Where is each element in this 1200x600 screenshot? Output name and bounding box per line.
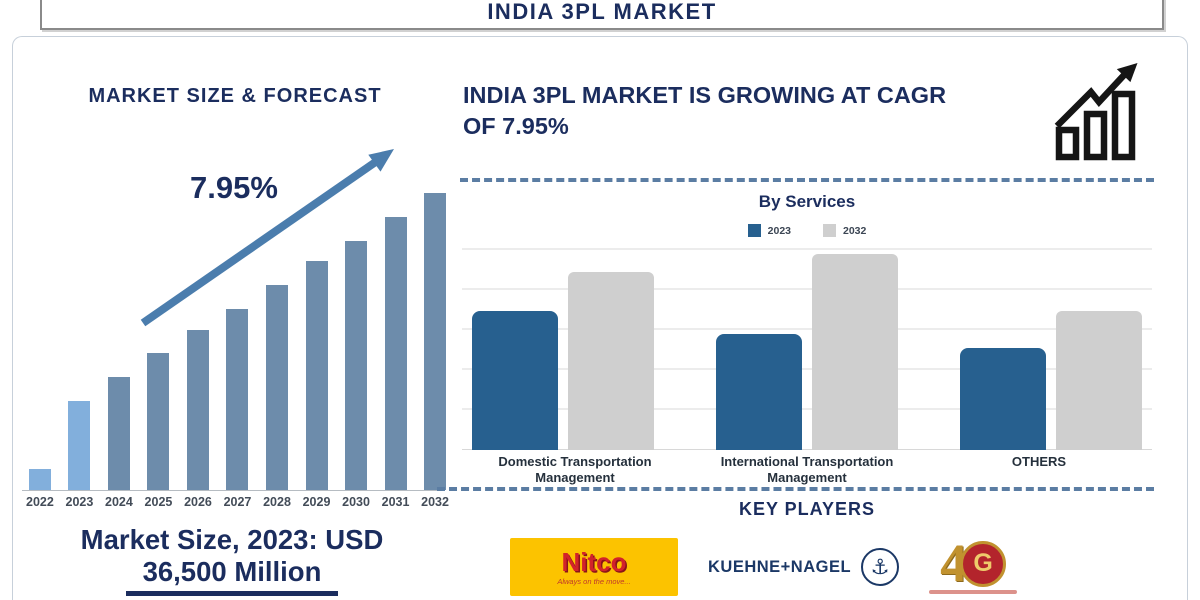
forecast-chart-title: MARKET SIZE & FORECAST xyxy=(88,85,382,107)
gridline xyxy=(462,368,1152,370)
forecast-bars: 2022 2023 2024 2025 2026 2027 2028 2029 2030 2031… xyxy=(26,150,449,510)
legend-item-2023: 2023 xyxy=(747,224,791,237)
cagr-headline-line2: OF 7.95% xyxy=(463,113,569,140)
forecast-chart: 2022 2023 2024 2025 2026 2027 2028 2029 2030 2031… xyxy=(22,150,455,510)
nitco-logo-tagline: Always on the move... xyxy=(557,576,631,586)
nitco-logo-name: Nitco xyxy=(561,546,627,577)
forecast-year-label: 2027 xyxy=(223,495,252,509)
anchor-icon: ⚓ xyxy=(861,548,900,586)
forecast-bar-2031 xyxy=(384,217,407,490)
cagr-headline: INDIA 3PL MARKET IS GROWING AT CAGR OF 7… xyxy=(463,80,1063,142)
services-baseline xyxy=(462,448,1152,450)
forecast-bar-column: 2022 xyxy=(26,150,54,510)
forecast-bar-2024 xyxy=(107,377,130,490)
gridline xyxy=(462,408,1152,410)
forecast-bar-2032 xyxy=(424,193,447,490)
services-bar-2023 xyxy=(960,348,1046,450)
kuehne-nagel-logo: KUEHNE+NAGEL ⚓ xyxy=(708,548,900,586)
services-bar-2032 xyxy=(1056,311,1142,450)
forecast-bar-2030 xyxy=(345,241,368,490)
market-size-underline xyxy=(126,591,338,597)
market-size-callout: Market Size, 2023: USD 36,500 Million xyxy=(8,524,456,597)
forecast-year-label: 2025 xyxy=(144,495,173,509)
forecast-bar-2029 xyxy=(305,261,328,490)
gati-40-row: 4 G xyxy=(940,536,1007,589)
page-title-banner: INDIA 3PL MARKET xyxy=(40,0,1164,30)
market-size-line1: Market Size, 2023: USD xyxy=(80,524,384,555)
services-category-label: Domestic Transportation Management xyxy=(498,454,652,486)
forecast-bar-column: 2029 xyxy=(302,150,331,510)
gati-g-letter: G xyxy=(973,549,993,577)
cagr-headline-line1: INDIA 3PL MARKET IS GROWING AT CAGR xyxy=(463,82,947,108)
legend-label: 2032 xyxy=(843,224,867,237)
forecast-bar-column: 2030 xyxy=(342,150,370,510)
services-bar-2032 xyxy=(812,254,898,450)
forecast-year-label: 2029 xyxy=(302,495,331,509)
forecast-bar-column: 2028 xyxy=(263,150,291,510)
page-title: INDIA 3PL MARKET xyxy=(487,0,717,24)
forecast-bar-2022 xyxy=(28,469,51,490)
forecast-bar-2025 xyxy=(147,353,170,490)
trend-arrow-icon xyxy=(140,149,394,327)
forecast-bar-column: 2025 xyxy=(144,150,173,510)
services-category-label: OTHERS xyxy=(1011,454,1067,469)
gridline xyxy=(462,248,1152,250)
key-players-logos: Nitco Always on the move... KUEHNE+NAGEL… xyxy=(510,536,1018,596)
services-categories: Domestic Transportation Management Intern… xyxy=(462,454,1152,487)
gridline xyxy=(462,288,1152,290)
services-bar-group xyxy=(472,272,654,450)
forecast-bar-column: 2023 xyxy=(65,150,94,510)
growth-chart-icon xyxy=(1054,63,1138,161)
legend-swatch xyxy=(747,224,761,237)
forecast-bar-column: 2031 xyxy=(381,150,410,510)
kuehne-nagel-logo-name: KUEHNE+NAGEL xyxy=(708,557,852,576)
cagr-annotation: 7.95% xyxy=(190,170,278,205)
services-chart-title: By Services xyxy=(758,192,856,211)
forecast-year-label: 2023 xyxy=(65,495,94,509)
gridline xyxy=(462,328,1152,330)
nitco-logo: Nitco Always on the move... xyxy=(510,538,678,596)
legend-item-2032: 2032 xyxy=(823,224,866,237)
forecast-bar-column: 2024 xyxy=(105,150,133,510)
forecast-bar-2027 xyxy=(226,309,249,490)
forecast-year-label: 2028 xyxy=(263,495,291,509)
forecast-bar-column: 2026 xyxy=(184,150,212,510)
dashed-divider-top xyxy=(460,178,1154,182)
legend-swatch xyxy=(823,224,836,237)
forecast-x-axis xyxy=(22,489,437,491)
services-bar-2032 xyxy=(568,272,654,450)
legend-label: 2023 xyxy=(767,224,791,237)
forecast-bar-column: 2032 xyxy=(421,150,449,510)
gati-tagline-strip xyxy=(929,589,1018,594)
services-bar-2023 xyxy=(472,311,558,450)
forecast-year-label: 2031 xyxy=(381,495,410,509)
forecast-year-label: 2024 xyxy=(105,495,133,509)
services-legend: 2023 2032 xyxy=(460,224,1154,237)
forecast-bar-2023 xyxy=(68,401,91,490)
gati-40-logo: 4 G xyxy=(929,536,1018,594)
forecast-year-label: 2022 xyxy=(26,495,54,509)
gati-g-emblem-icon: G xyxy=(960,540,1007,587)
anchor-glyph: ⚓ xyxy=(870,554,890,579)
dashed-divider-bottom xyxy=(437,487,1154,491)
forecast-bar-2028 xyxy=(266,285,288,490)
forecast-bar-2026 xyxy=(186,330,209,490)
services-category-label: International Transportation Management xyxy=(720,454,894,486)
forecast-bar-column: 2027 xyxy=(223,150,252,510)
key-players-title: KEY PLAYERS xyxy=(738,499,876,519)
services-groups xyxy=(472,248,1142,450)
forecast-year-label: 2026 xyxy=(184,495,212,509)
services-bar-2023 xyxy=(716,334,802,450)
services-bar-group xyxy=(716,254,898,450)
services-bar-group xyxy=(960,311,1142,450)
forecast-year-label: 2032 xyxy=(421,495,449,509)
market-size-line2: 36,500 Million xyxy=(142,556,322,588)
forecast-year-label: 2030 xyxy=(342,495,370,509)
services-chart xyxy=(462,248,1152,450)
